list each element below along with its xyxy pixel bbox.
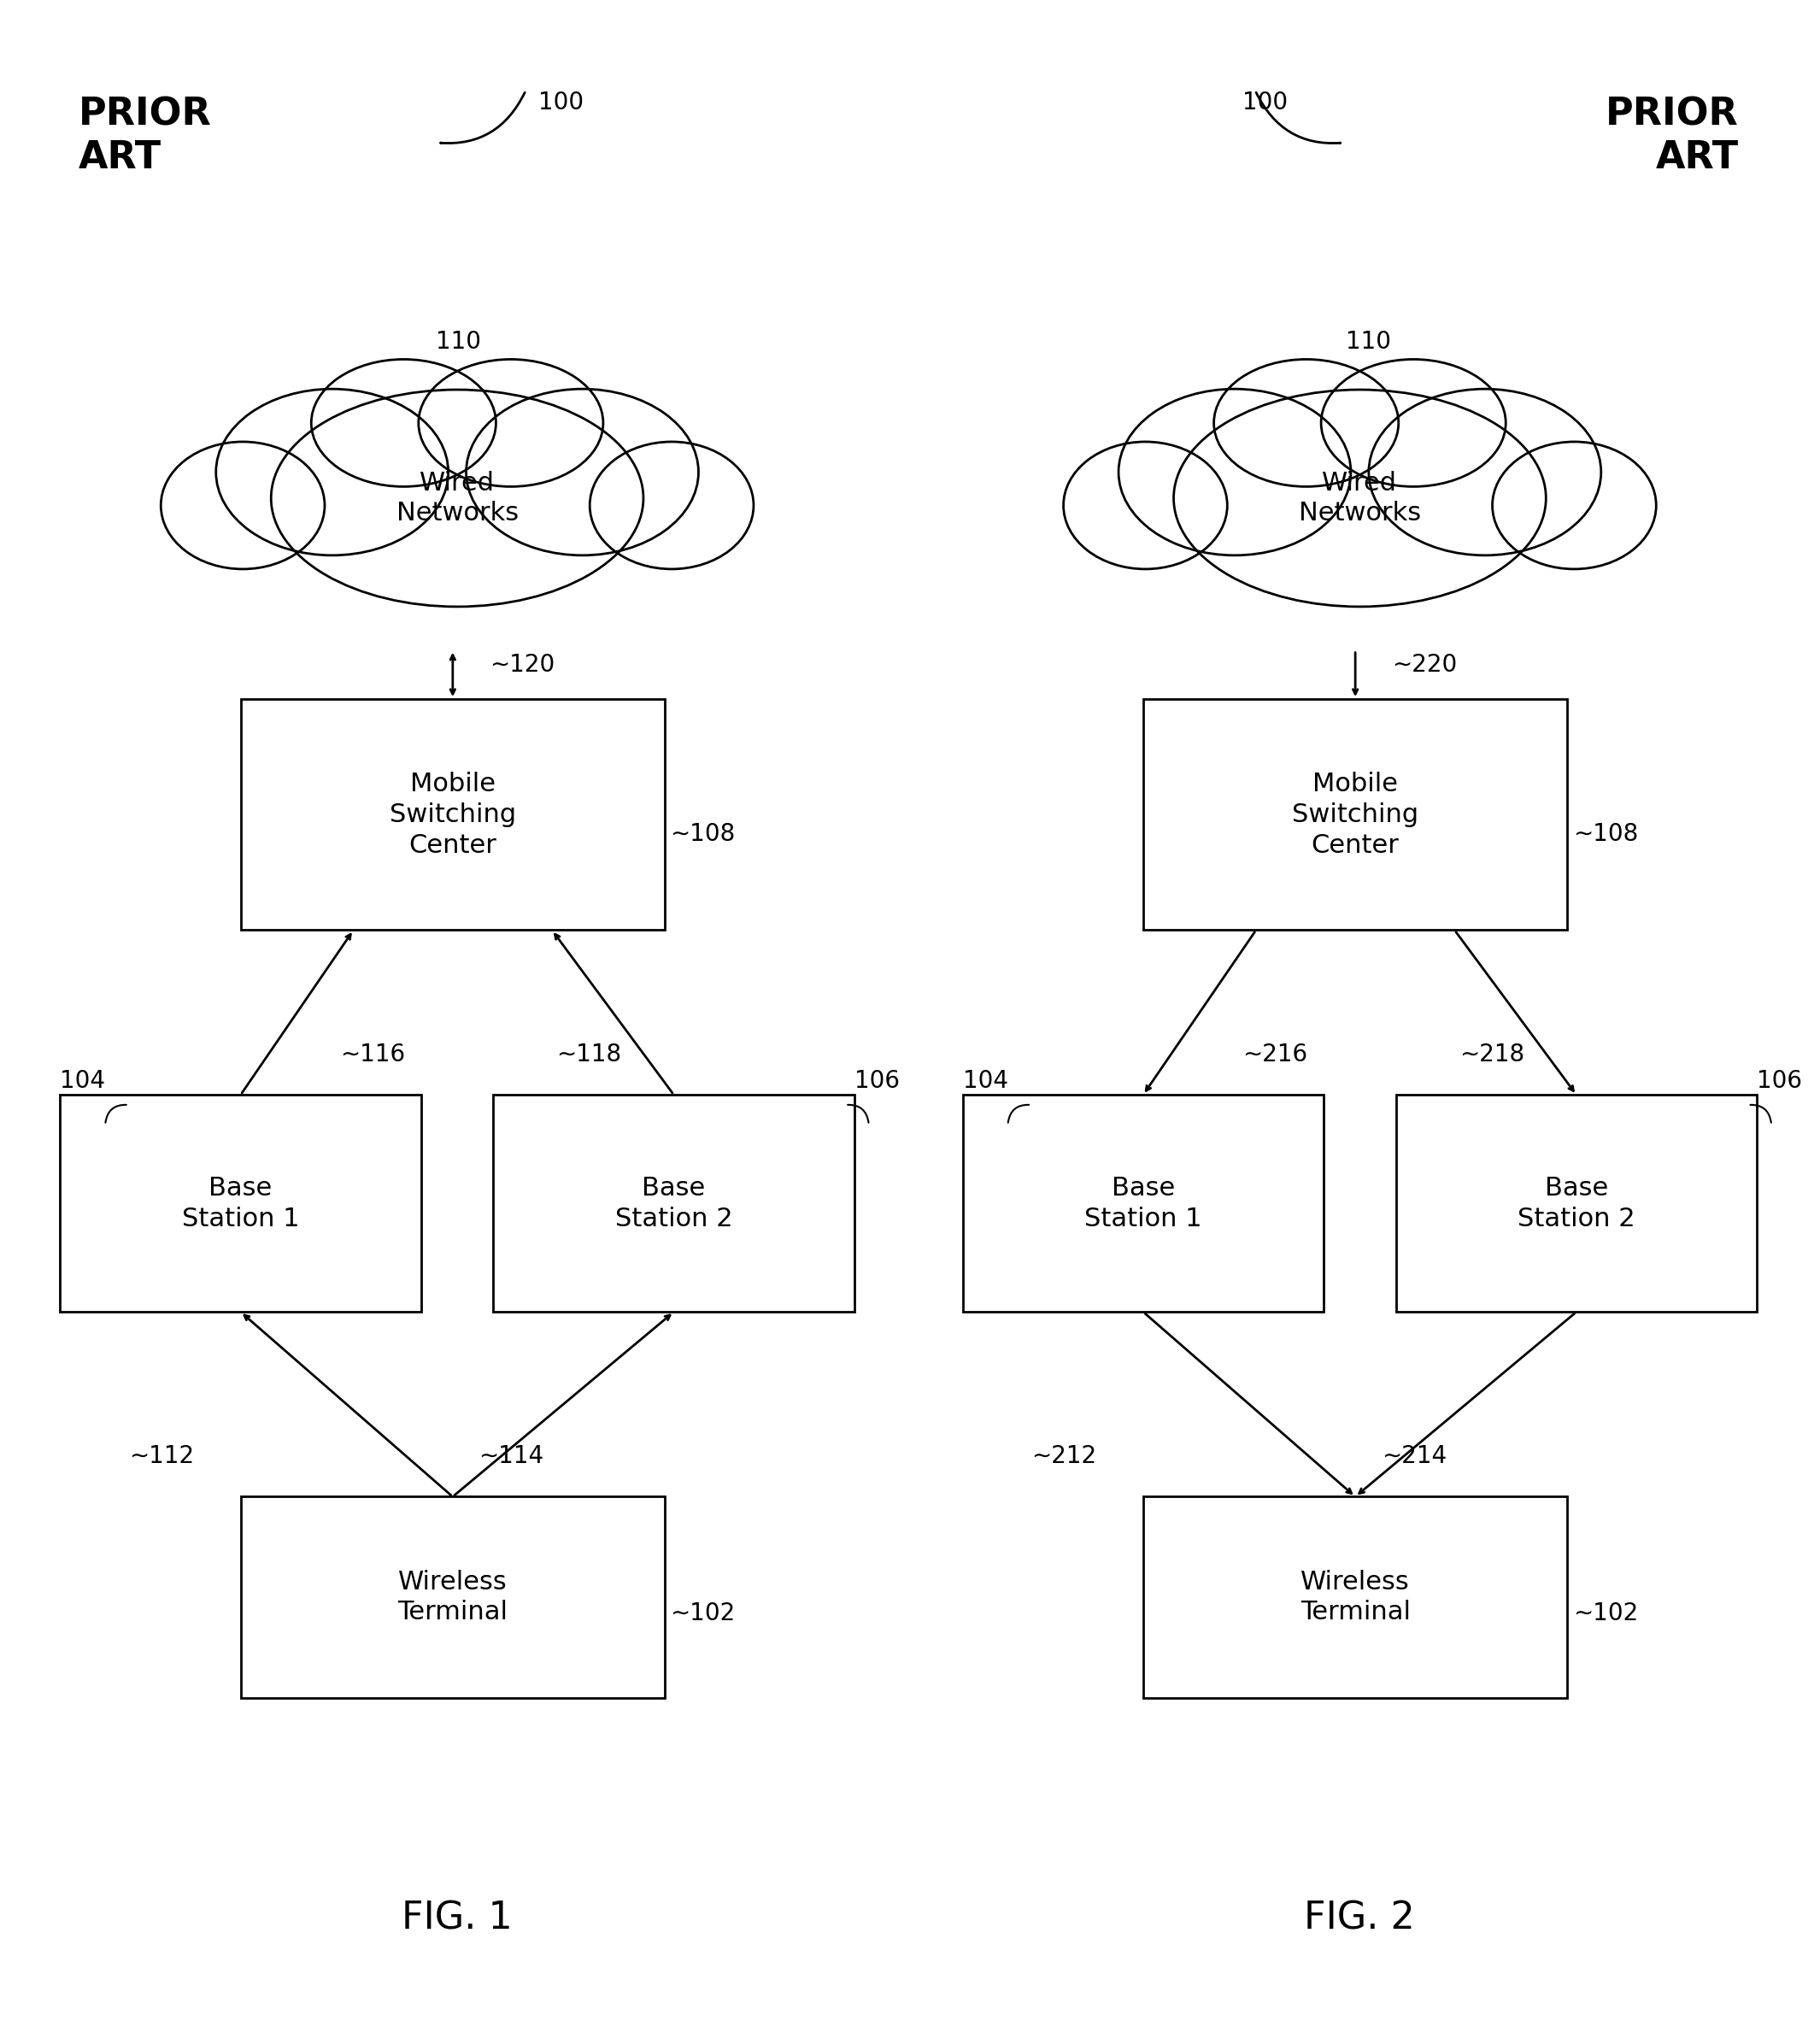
Text: ∼118: ∼118	[557, 1043, 622, 1067]
Bar	[240, 699, 664, 930]
Text: ∼216: ∼216	[1243, 1043, 1307, 1067]
Text: ∼102: ∼102	[670, 1601, 735, 1625]
Text: ∼112: ∼112	[129, 1445, 193, 1469]
Ellipse shape	[217, 388, 448, 556]
Text: Wired
Networks: Wired Networks	[397, 471, 519, 525]
Text: 106: 106	[1756, 1069, 1802, 1093]
Text: Mobile
Switching
Center: Mobile Switching Center	[1292, 772, 1418, 857]
Text: Wireless
Terminal: Wireless Terminal	[397, 1570, 508, 1625]
Ellipse shape	[1321, 360, 1505, 487]
Ellipse shape	[271, 390, 644, 606]
Text: 104: 104	[963, 1069, 1008, 1093]
Ellipse shape	[419, 360, 602, 487]
Text: Mobile
Switching
Center: Mobile Switching Center	[389, 772, 517, 857]
Text: FIG. 2: FIG. 2	[1305, 1900, 1416, 1936]
Text: ∼218: ∼218	[1460, 1043, 1523, 1067]
Ellipse shape	[1492, 443, 1656, 570]
Bar	[963, 1095, 1323, 1312]
Text: ∼108: ∼108	[670, 823, 735, 845]
Text: ∼212: ∼212	[1032, 1445, 1096, 1469]
Text: ∼214: ∼214	[1381, 1445, 1447, 1469]
Text: 106: 106	[854, 1069, 899, 1093]
Text: 110: 110	[435, 329, 480, 354]
Ellipse shape	[1119, 388, 1350, 556]
Bar	[60, 1095, 420, 1312]
Ellipse shape	[1369, 388, 1602, 556]
FancyArrowPatch shape	[440, 93, 524, 143]
FancyArrowPatch shape	[1256, 93, 1340, 143]
Text: Base
Station 1: Base Station 1	[1085, 1176, 1201, 1231]
Text: ∼120: ∼120	[490, 653, 555, 677]
Text: Wireless
Terminal: Wireless Terminal	[1299, 1570, 1410, 1625]
Bar	[1143, 699, 1567, 930]
Text: 110: 110	[1345, 329, 1390, 354]
Text: Base
Station 2: Base Station 2	[1518, 1176, 1634, 1231]
Ellipse shape	[466, 388, 699, 556]
Ellipse shape	[590, 443, 753, 570]
Text: ∼220: ∼220	[1392, 653, 1458, 677]
Text: Base
Station 2: Base Station 2	[615, 1176, 733, 1231]
Bar	[1396, 1095, 1756, 1312]
Text: ∼108: ∼108	[1572, 823, 1638, 845]
Text: PRIOR
ART: PRIOR ART	[78, 97, 211, 176]
Text: ∼102: ∼102	[1572, 1601, 1638, 1625]
Bar	[240, 1498, 664, 1698]
Text: 100: 100	[1243, 91, 1289, 115]
Text: 104: 104	[60, 1069, 106, 1093]
Text: ∼114: ∼114	[479, 1445, 544, 1469]
Ellipse shape	[1174, 390, 1545, 606]
Text: ∼116: ∼116	[340, 1043, 404, 1067]
Text: Wired
Networks: Wired Networks	[1299, 471, 1421, 525]
Ellipse shape	[1214, 360, 1398, 487]
Ellipse shape	[160, 443, 324, 570]
Text: FIG. 1: FIG. 1	[402, 1900, 513, 1936]
Text: 100: 100	[539, 91, 584, 115]
Ellipse shape	[311, 360, 495, 487]
Bar	[493, 1095, 854, 1312]
Ellipse shape	[1063, 443, 1227, 570]
Bar	[1143, 1498, 1567, 1698]
Text: PRIOR
ART: PRIOR ART	[1605, 97, 1738, 176]
Text: Base
Station 1: Base Station 1	[182, 1176, 300, 1231]
